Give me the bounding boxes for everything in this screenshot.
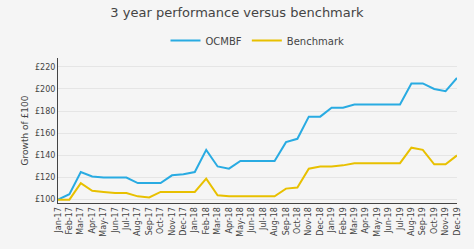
svg-text:Jul-18: Jul-18 (259, 207, 268, 231)
svg-text:Sep-17: Sep-17 (145, 207, 154, 235)
svg-text:Sep-19: Sep-19 (418, 207, 427, 235)
svg-text:Apr-17: Apr-17 (88, 207, 97, 233)
svg-text:Aug-19: Aug-19 (407, 207, 416, 236)
svg-text:Jan-18: Jan-18 (190, 207, 199, 233)
svg-text:May-17: May-17 (99, 207, 108, 236)
svg-text:Oct-19: Oct-19 (430, 207, 439, 234)
svg-text:Dec-17: Dec-17 (179, 207, 188, 236)
svg-text:Nov-17: Nov-17 (168, 207, 177, 235)
svg-text:£180: £180 (35, 107, 55, 116)
svg-text:Jun-19: Jun-19 (384, 207, 393, 234)
svg-text:Mar-18: Mar-18 (213, 207, 222, 235)
svg-text:Jun-17: Jun-17 (111, 207, 120, 234)
svg-text:Growth of £100: Growth of £100 (20, 95, 30, 165)
svg-text:Oct-17: Oct-17 (156, 207, 165, 234)
svg-text:Aug-18: Aug-18 (270, 207, 279, 236)
svg-text:May-19: May-19 (373, 207, 382, 236)
svg-text:£220: £220 (35, 63, 55, 72)
svg-text:Oct-18: Oct-18 (293, 207, 302, 234)
svg-text:£160: £160 (35, 129, 55, 138)
svg-text:Mar-17: Mar-17 (76, 207, 85, 235)
svg-text:3 year performance versus benc: 3 year performance versus benchmark (110, 5, 364, 20)
svg-text:Jun-18: Jun-18 (247, 207, 256, 234)
svg-text:Feb-18: Feb-18 (202, 207, 211, 234)
svg-text:Jan-19: Jan-19 (327, 207, 336, 233)
svg-text:Jan-17: Jan-17 (54, 207, 63, 233)
svg-text:£100: £100 (35, 195, 55, 204)
svg-text:Apr-19: Apr-19 (361, 207, 370, 233)
svg-text:Apr-18: Apr-18 (225, 207, 234, 233)
svg-text:Jul-17: Jul-17 (122, 207, 131, 231)
svg-text:Benchmark: Benchmark (287, 36, 344, 47)
svg-text:Mar-19: Mar-19 (350, 207, 359, 235)
svg-text:Dec-18: Dec-18 (316, 207, 325, 236)
svg-text:Sep-18: Sep-18 (282, 207, 291, 235)
svg-text:OCMBF: OCMBF (206, 36, 242, 47)
svg-text:£200: £200 (35, 85, 55, 94)
svg-text:Nov-18: Nov-18 (304, 207, 313, 235)
svg-text:Feb-19: Feb-19 (339, 207, 348, 234)
svg-text:May-18: May-18 (236, 207, 245, 236)
svg-text:Feb-17: Feb-17 (65, 207, 74, 234)
svg-text:Jul-19: Jul-19 (396, 207, 405, 231)
svg-text:Dec-19: Dec-19 (453, 207, 462, 236)
svg-text:£140: £140 (35, 151, 55, 160)
svg-text:Aug-17: Aug-17 (133, 207, 142, 236)
svg-text:Nov-19: Nov-19 (441, 207, 450, 235)
svg-text:£120: £120 (35, 173, 55, 182)
